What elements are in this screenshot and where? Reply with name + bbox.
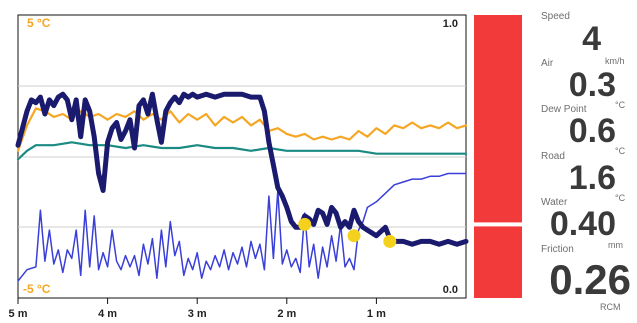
x-tick-label: 4 m: [98, 308, 117, 320]
air-unit: °C: [615, 100, 626, 110]
series-line-dew-point: [16, 141, 468, 161]
friction-value: 0.26: [549, 256, 631, 303]
road-unit: °C: [615, 193, 626, 203]
air-label: Air: [541, 58, 554, 69]
x-tick-label: 2 m: [277, 308, 296, 320]
temp-top-label: 5 °C: [27, 16, 51, 30]
x-tick-label: 3 m: [188, 308, 207, 320]
speed-unit: km/h: [605, 56, 625, 66]
friction-bottom-label: 0.0: [443, 284, 458, 296]
series-line-water: [17, 172, 467, 282]
speed-label: Speed: [541, 11, 570, 22]
friction-level-marker: [474, 222, 522, 227]
x-tick-label: 1 m: [367, 308, 386, 320]
dew-point-unit: °C: [615, 146, 626, 156]
friction-unit: RCM: [600, 302, 621, 312]
water-unit: mm: [608, 240, 623, 250]
water-label: Water: [541, 197, 568, 208]
air-value: 0.3: [568, 66, 616, 104]
event-marker: [383, 234, 397, 248]
water-value: 0.40: [549, 205, 616, 243]
dew-point-label: Dew Point: [541, 104, 587, 115]
friction-top-label: 1.0: [443, 18, 458, 30]
series-layer: [15, 91, 469, 282]
x-axis: 5 m 4 m 3 m 2 m 1 m: [9, 297, 466, 320]
series-line-road: [15, 91, 469, 247]
road-value: 1.6: [568, 159, 616, 197]
dew-point-value: 0.6: [568, 112, 616, 150]
marker-layer: [298, 217, 397, 248]
event-marker: [347, 229, 361, 243]
friction-label: Friction: [541, 244, 574, 255]
temp-bottom-label: -5 °C: [23, 282, 51, 296]
speed-value: 4: [582, 20, 601, 58]
event-marker: [298, 217, 312, 231]
road-label: Road: [541, 151, 565, 162]
x-tick-label: 5 m: [9, 308, 28, 320]
friction-bar: [474, 15, 522, 298]
